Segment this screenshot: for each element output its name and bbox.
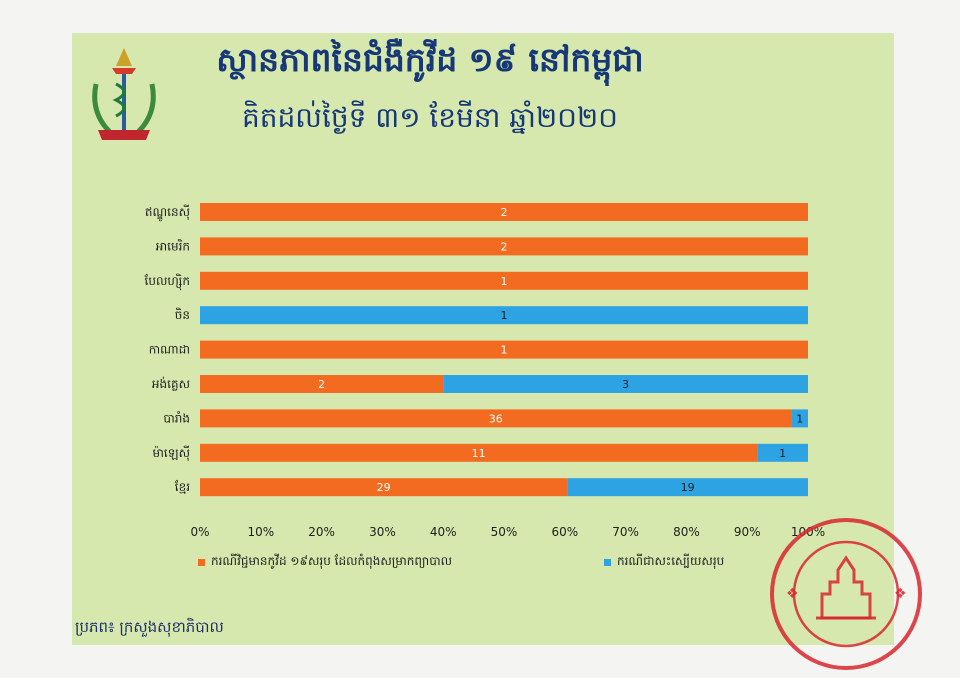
x-tick-label: 70% bbox=[612, 525, 639, 539]
category-label: បែលហ្ស៊ិក bbox=[145, 273, 190, 291]
bar-segment-active bbox=[200, 237, 808, 256]
page-title: ស្ថានភាពនៃជំងឺកូវីដ ១៩ នៅកម្ពុជា bbox=[216, 40, 644, 79]
x-tick-label: 80% bbox=[673, 525, 700, 539]
category-label: កាណាដា bbox=[149, 343, 190, 357]
data-label-active: 11 bbox=[472, 447, 486, 460]
data-label-recovered: 1 bbox=[501, 309, 508, 322]
x-tick-label: 50% bbox=[491, 525, 518, 539]
data-label-recovered: 1 bbox=[796, 412, 803, 425]
bar-segment-recovered bbox=[567, 478, 808, 497]
bar-segment-active bbox=[200, 443, 758, 462]
bar-segment-recovered bbox=[200, 306, 808, 325]
page-subtitle: គិតដល់ថ្ងៃទី ៣១ ខែមីនា ឆ្នាំ២០២០ bbox=[241, 101, 619, 134]
svg-text:❖: ❖ bbox=[894, 586, 907, 602]
x-tick-label: 60% bbox=[551, 525, 578, 539]
bar-segment-active bbox=[200, 409, 792, 428]
data-label-active: 1 bbox=[501, 344, 508, 357]
data-label-active: 29 bbox=[377, 481, 391, 494]
bar-segment-active bbox=[200, 375, 444, 393]
category-label: បារាំង bbox=[163, 410, 190, 425]
infographic-card bbox=[72, 33, 894, 645]
category-label: ម៉ាឡេស៊ី bbox=[153, 445, 191, 461]
data-label-recovered: 1 bbox=[779, 447, 786, 460]
data-label-recovered: 19 bbox=[681, 481, 695, 494]
bar-segment-recovered bbox=[791, 409, 808, 428]
data-label-active: 2 bbox=[318, 378, 325, 391]
legend-active-swatch bbox=[198, 558, 205, 566]
category-label: អាមេរិក bbox=[156, 238, 190, 253]
x-tick-label: 10% bbox=[247, 525, 274, 539]
data-label-active: 2 bbox=[501, 206, 508, 219]
legend-recovered-label: ករណីជាសះស្បើយសរុប bbox=[617, 554, 725, 568]
ministry-logo bbox=[92, 48, 156, 140]
bar-segment-active bbox=[200, 271, 808, 290]
official-seal: ❖ ❖ bbox=[770, 518, 922, 670]
bar-segment-active bbox=[200, 203, 808, 221]
category-label: ខ្មែរ bbox=[175, 479, 190, 494]
bar-segment-active bbox=[200, 478, 568, 497]
svg-text:❖: ❖ bbox=[786, 586, 799, 602]
data-label-active: 1 bbox=[501, 275, 508, 288]
data-label-recovered: 3 bbox=[622, 378, 629, 391]
data-label-active: 36 bbox=[489, 412, 503, 425]
x-tick-label: 90% bbox=[734, 525, 761, 539]
legend-active: ករណីវិជ្ជមានកូវីដ ១៩សរុប ដែលកំពុងសម្រាកព… bbox=[198, 553, 452, 571]
source-note: ប្រភព៖ ក្រសួងសុខាភិបាល bbox=[75, 618, 224, 636]
x-tick-label: 20% bbox=[308, 525, 335, 539]
legend-recovered-swatch bbox=[604, 558, 611, 566]
category-label: ចិន bbox=[175, 307, 190, 322]
data-label-active: 2 bbox=[501, 240, 508, 253]
legend-recovered: ករណីជាសះស្បើយសរុប bbox=[604, 553, 724, 571]
x-tick-label: 30% bbox=[369, 525, 396, 539]
x-tick-label: 40% bbox=[430, 525, 457, 539]
category-label: ឥណ្ឌូនេស៊ី bbox=[145, 204, 190, 222]
x-tick-label: 0% bbox=[190, 525, 209, 539]
legend-active-label: ករណីវិជ្ជមានកូវីដ ១៩សរុប ដែលកំពុងសម្រាកព… bbox=[211, 554, 453, 568]
bar-segment-active bbox=[200, 340, 808, 359]
category-label: អង់គ្លេស bbox=[152, 376, 190, 391]
bar-segment-recovered bbox=[757, 443, 808, 462]
bar-segment-recovered bbox=[443, 375, 808, 393]
